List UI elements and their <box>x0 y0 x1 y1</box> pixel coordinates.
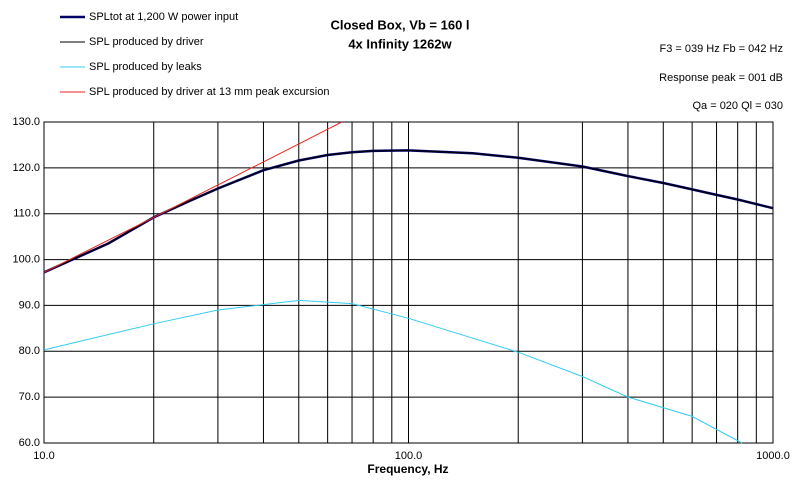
y-tick-label: 70.0 <box>19 391 40 403</box>
annotation: Qa = 020 Ql = 030 <box>692 100 783 112</box>
series-line <box>43 149 774 273</box>
y-tick-label: 130.0 <box>12 116 40 128</box>
y-tick-label: 100.0 <box>12 253 40 265</box>
annotation: Response peak = 001 dB <box>659 72 783 84</box>
chart-title: Closed Box, Vb = 160 l <box>330 17 469 32</box>
legend-label: SPLtot at 1,200 W power input <box>89 11 238 23</box>
x-tick-label: 1000.0 <box>756 450 790 462</box>
x-axis-title: Frequency, Hz <box>367 462 448 476</box>
x-tick-label: 100.0 <box>395 450 423 462</box>
annotation: F3 = 039 Hz Fb = 042 Hz <box>659 43 783 55</box>
y-tick-label: 120.0 <box>12 162 40 174</box>
series-line <box>43 121 343 273</box>
legend-label: SPL produced by driver <box>89 36 204 48</box>
y-tick-label: 90.0 <box>19 299 40 311</box>
y-tick-label: 80.0 <box>19 345 40 357</box>
y-tick-label: 110.0 <box>13 208 40 220</box>
legend-label: SPL produced by leaks <box>89 61 202 73</box>
chart-subtitle: 4x Infinity 1262w <box>348 36 452 51</box>
series-line <box>43 299 743 444</box>
legend-label: SPL produced by driver at 13 mm peak exc… <box>89 86 330 98</box>
y-tick-label: 60.0 <box>19 437 40 449</box>
x-tick-label: 10.0 <box>33 450 54 462</box>
